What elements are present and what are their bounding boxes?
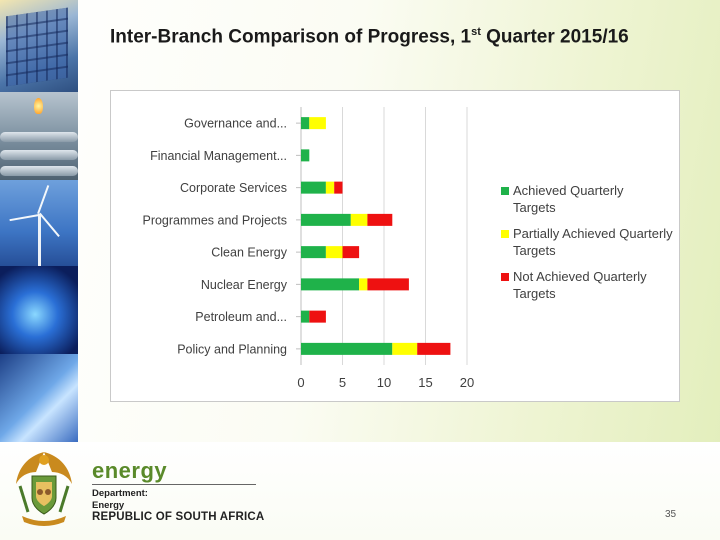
footer-band xyxy=(0,442,720,540)
coat-of-arms-logo xyxy=(16,452,72,526)
page-number: 35 xyxy=(665,509,677,520)
bar-segment xyxy=(301,342,393,355)
photo-strip xyxy=(0,0,78,442)
bar-segment xyxy=(325,246,343,259)
bar-segment xyxy=(301,181,326,194)
brand-divider xyxy=(92,484,256,485)
department-label: Department: xyxy=(92,488,148,499)
legend-label: Not Achieved Quarterly Targets xyxy=(513,269,647,301)
category-label: Clean Energy xyxy=(211,246,287,260)
category-label: Financial Management... xyxy=(150,149,287,163)
stacked-bar-chart: 0 5 10 15 20 Governance and... Financial Manag… xyxy=(142,107,673,390)
x-tick-label: 20 xyxy=(460,375,474,390)
x-tick-label: 5 xyxy=(339,375,346,390)
x-tick-label: 0 xyxy=(297,375,304,390)
legend-swatch xyxy=(501,273,509,281)
slide-title: Inter-Branch Comparison of Progress, 1st… xyxy=(110,26,629,48)
bar-segment xyxy=(350,213,368,226)
bar-segment xyxy=(301,213,351,226)
flame-icon xyxy=(34,98,43,114)
bar-segment xyxy=(301,149,310,162)
legend-swatch xyxy=(501,230,509,238)
bar-segment xyxy=(309,117,326,130)
bar-segment xyxy=(342,246,360,259)
bar-segment xyxy=(367,213,393,226)
light-bulb-image xyxy=(0,354,78,442)
turbine-tower xyxy=(38,214,41,266)
bar-segment xyxy=(325,181,335,194)
chart-container: 0 5 10 15 20 Governance and... Financial Manag… xyxy=(110,90,680,402)
legend-label: Partially Achieved Quarterly Targets xyxy=(513,226,673,258)
department-name: Energy xyxy=(92,500,125,511)
category-label: Petroleum and... xyxy=(195,310,287,324)
category-label: Governance and... xyxy=(184,117,287,131)
legend-swatch xyxy=(501,187,509,195)
x-tick-label: 15 xyxy=(418,375,432,390)
legend-label: Achieved Quarterly Targets xyxy=(513,183,624,215)
country-label: REPUBLIC OF SOUTH AFRICA xyxy=(92,511,265,523)
category-label: Policy and Planning xyxy=(177,342,287,356)
bar-segment xyxy=(301,278,360,291)
bar-segment xyxy=(334,181,343,194)
bar-segment xyxy=(359,278,368,291)
bar-segment xyxy=(301,310,310,323)
bar-segment xyxy=(301,246,326,259)
category-label: Corporate Services xyxy=(180,181,287,195)
bar-segment xyxy=(392,342,418,355)
bar-segment xyxy=(417,342,451,355)
category-label: Programmes and Projects xyxy=(142,213,287,227)
brand-word: energy xyxy=(92,458,168,483)
bar-segment xyxy=(309,310,326,323)
bar-segment xyxy=(367,278,409,291)
category-label: Nuclear Energy xyxy=(201,278,288,292)
x-tick-label: 10 xyxy=(377,375,391,390)
solar-panel-image xyxy=(0,0,78,92)
gas-flame-image xyxy=(0,266,78,354)
bar-segment xyxy=(301,117,310,130)
